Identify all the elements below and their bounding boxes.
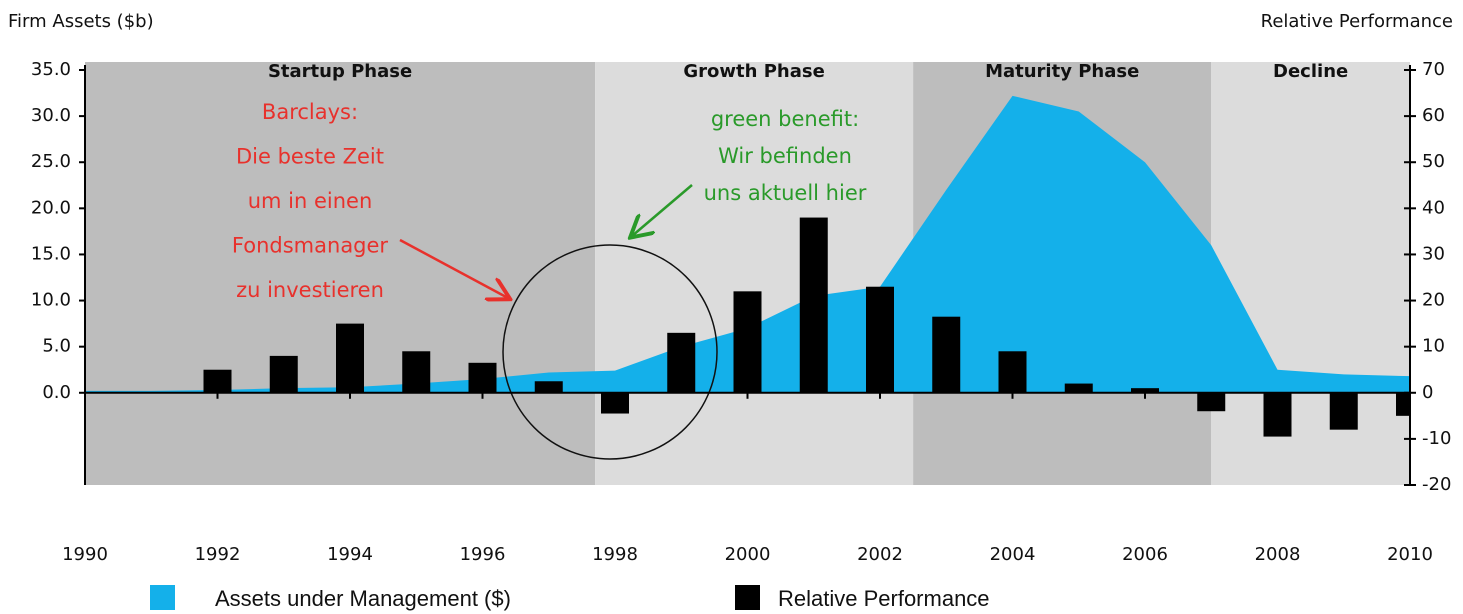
bar xyxy=(1064,383,1093,393)
y-tick-label: 35.0 xyxy=(31,59,71,80)
y-tick-label: 25.0 xyxy=(31,151,71,172)
x-tick-label: 2004 xyxy=(990,544,1036,565)
bar xyxy=(468,362,497,393)
annotation: um in einen xyxy=(248,189,373,213)
x-tick-label: 1996 xyxy=(460,544,506,565)
y2-tick-label: 0 xyxy=(1422,382,1433,403)
green-arrow xyxy=(632,184,693,236)
y2-tick-label: 30 xyxy=(1422,243,1445,264)
bar xyxy=(866,286,894,393)
bar xyxy=(733,291,762,393)
phase-label: Maturity Phase xyxy=(985,61,1139,82)
y2-tick-label: 20 xyxy=(1422,290,1445,311)
annotation: Fondsmanager xyxy=(232,234,389,258)
bar xyxy=(932,316,961,393)
annotation: zu investieren xyxy=(236,278,384,302)
highlight-circle xyxy=(502,244,718,460)
phase-band xyxy=(595,62,914,485)
phase-label: Decline xyxy=(1273,61,1348,82)
bar xyxy=(1329,392,1358,430)
bar xyxy=(402,351,431,393)
y-tick-label: 0.0 xyxy=(42,382,71,403)
bar xyxy=(799,217,828,393)
legend-label: Assets under Management ($) xyxy=(215,586,511,611)
annotation: Wir befinden xyxy=(718,144,852,168)
bar xyxy=(534,381,563,393)
bar xyxy=(1131,388,1159,393)
phase-band xyxy=(1211,62,1410,485)
x-tick-label: 1992 xyxy=(195,544,241,565)
x-tick-label: 2000 xyxy=(725,544,771,565)
y2-tick-label: 50 xyxy=(1422,151,1445,172)
bar xyxy=(203,369,232,393)
phase-label: Growth Phase xyxy=(683,61,824,82)
y-axis-label: Firm Assets ($b) xyxy=(8,11,154,32)
legend-label: Relative Performance xyxy=(778,586,990,611)
x-tick-label: 2010 xyxy=(1387,544,1433,565)
bar xyxy=(1263,392,1292,437)
x-tick-label: 2008 xyxy=(1255,544,1301,565)
annotation: green benefit: xyxy=(711,107,859,131)
bar xyxy=(667,332,696,393)
annotation: Die beste Zeit xyxy=(236,145,384,169)
y2-tick-label: 10 xyxy=(1422,336,1445,357)
x-tick-label: 2006 xyxy=(1122,544,1168,565)
y2-tick-label: 40 xyxy=(1422,197,1445,218)
bar xyxy=(269,355,298,393)
y2-tick-label: 60 xyxy=(1422,105,1445,126)
y-tick-label: 10.0 xyxy=(31,290,71,311)
x-tick-label: 1998 xyxy=(592,544,638,565)
legend-swatch xyxy=(735,585,760,610)
bar xyxy=(1197,392,1226,412)
y-tick-label: 30.0 xyxy=(31,105,71,126)
x-tick-label: 1990 xyxy=(62,544,108,565)
x-tick-label: 1994 xyxy=(327,544,373,565)
phase-label: Startup Phase xyxy=(268,61,412,82)
y-tick-label: 15.0 xyxy=(31,243,71,264)
annotation: Barclays: xyxy=(262,100,358,124)
red-arrow xyxy=(399,238,508,298)
bar xyxy=(1396,392,1410,416)
y-tick-label: 5.0 xyxy=(42,336,71,357)
phase-band xyxy=(85,62,596,485)
y2-tick-label: 70 xyxy=(1422,59,1445,80)
area xyxy=(85,95,1410,393)
x-tick-label: 2002 xyxy=(857,544,903,565)
bar xyxy=(601,392,629,414)
y-tick-label: 20.0 xyxy=(31,197,71,218)
bar xyxy=(336,323,364,393)
bar xyxy=(998,351,1027,393)
y2-axis-label: Relative Performance xyxy=(1261,11,1453,32)
annotation: uns aktuell hier xyxy=(704,181,867,205)
y2-tick-label: -10 xyxy=(1422,428,1451,449)
legend-swatch xyxy=(150,585,175,610)
y2-tick-label: -20 xyxy=(1422,474,1451,495)
